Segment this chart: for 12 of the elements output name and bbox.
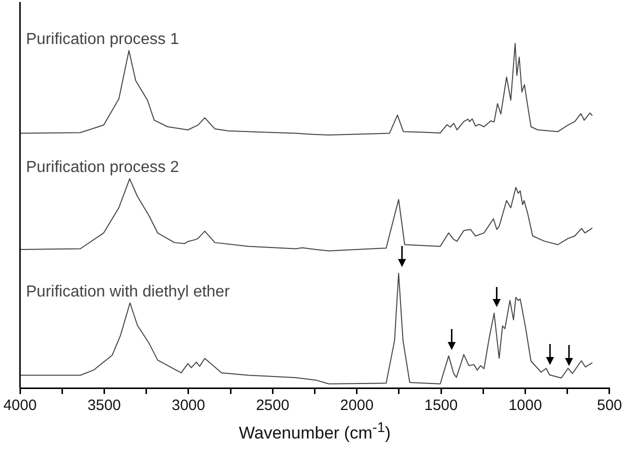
x-tick-label: 4000 (3, 397, 37, 414)
series-label: Purification with diethyl ether (26, 283, 230, 300)
x-tick-label: 3500 (88, 397, 121, 414)
x-tick-label: 2500 (256, 397, 290, 414)
x-tick-label: 1000 (508, 397, 542, 414)
x-tick-label: 2000 (340, 397, 374, 414)
series-label: Purification process 2 (26, 159, 180, 176)
x-tick-label: 3000 (172, 397, 206, 414)
x-axis-title: Wavenumber (cm$^{-1}$) (238, 420, 391, 444)
series-label: Purification process 1 (26, 31, 180, 48)
x-tick-label: 1500 (424, 397, 458, 414)
x-tick-label: 500 (596, 397, 622, 414)
